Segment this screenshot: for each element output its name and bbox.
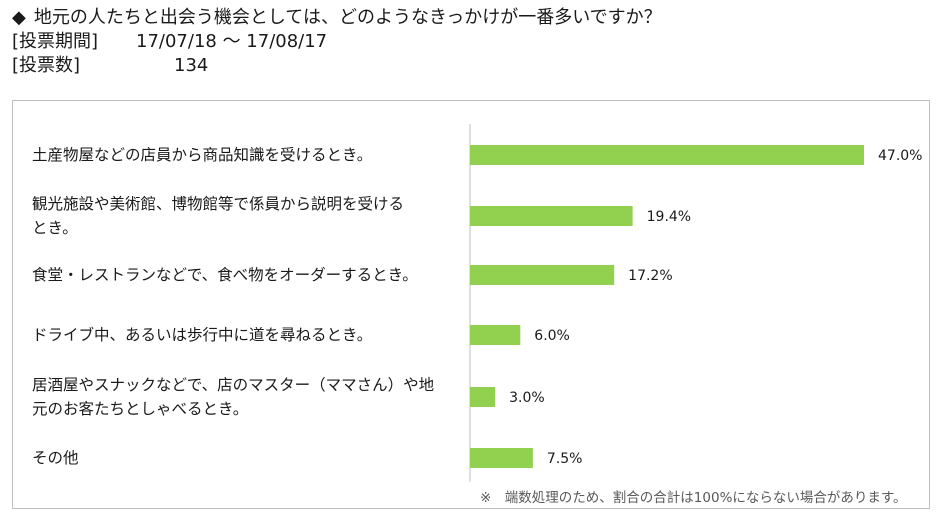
vote-count: [投票数] 134: [12, 54, 662, 78]
data-label: 47.0%: [878, 148, 922, 164]
bar: [470, 145, 864, 165]
data-label: 7.5%: [547, 451, 583, 467]
vote-count-value: 134: [174, 55, 209, 76]
category-label: 元のお客たちとしゃべるとき。: [32, 400, 248, 418]
bar: [470, 206, 633, 226]
chart-frame: [12, 100, 930, 509]
category-label: 居酒屋やスナックなどで、店のマスター（ママさん）や地: [32, 376, 434, 394]
data-label: 6.0%: [534, 328, 570, 344]
category-label: 食堂・レストランなどで、食べ物をオーダーするとき。: [32, 266, 418, 284]
bar: [470, 265, 615, 285]
category-label: 観光施設や美術館、博物館等で係員から説明を受ける: [32, 195, 404, 213]
bar: [470, 448, 533, 468]
data-label: 3.0%: [509, 390, 545, 406]
category-label: 土産物屋などの店員から商品知識を受けるとき。: [32, 146, 372, 164]
category-label: とき。: [32, 219, 78, 237]
question-text: 地元の人たちと出会う機会としては、どのようなきっかけが一番多いですか？: [33, 7, 662, 28]
category-label: その他: [32, 449, 79, 467]
voting-period-value: 17/07/18 ～ 17/08/17: [136, 31, 328, 52]
data-label: 17.2%: [628, 268, 672, 284]
voting-period: [投票期間] 17/07/18 ～ 17/08/17: [12, 30, 662, 54]
vote-count-label: [投票数]: [12, 55, 81, 76]
data-label: 19.4%: [647, 209, 691, 225]
bar: [470, 325, 521, 345]
diamond-icon: ◆: [12, 7, 26, 28]
survey-header: ◆ 地元の人たちと出会う機会としては、どのようなきっかけが一番多いですか？ [投票…: [12, 6, 662, 78]
footnote: ※ 端数処理のため、割合の合計は100%にならない場合があります。: [480, 490, 907, 506]
bar: [470, 387, 496, 407]
category-label: ドライブ中、あるいは歩行中に道を尋ねるとき。: [32, 325, 372, 344]
voting-period-label: [投票期間]: [12, 31, 99, 52]
question-line: ◆ 地元の人たちと出会う機会としては、どのようなきっかけが一番多いですか？: [12, 6, 662, 30]
